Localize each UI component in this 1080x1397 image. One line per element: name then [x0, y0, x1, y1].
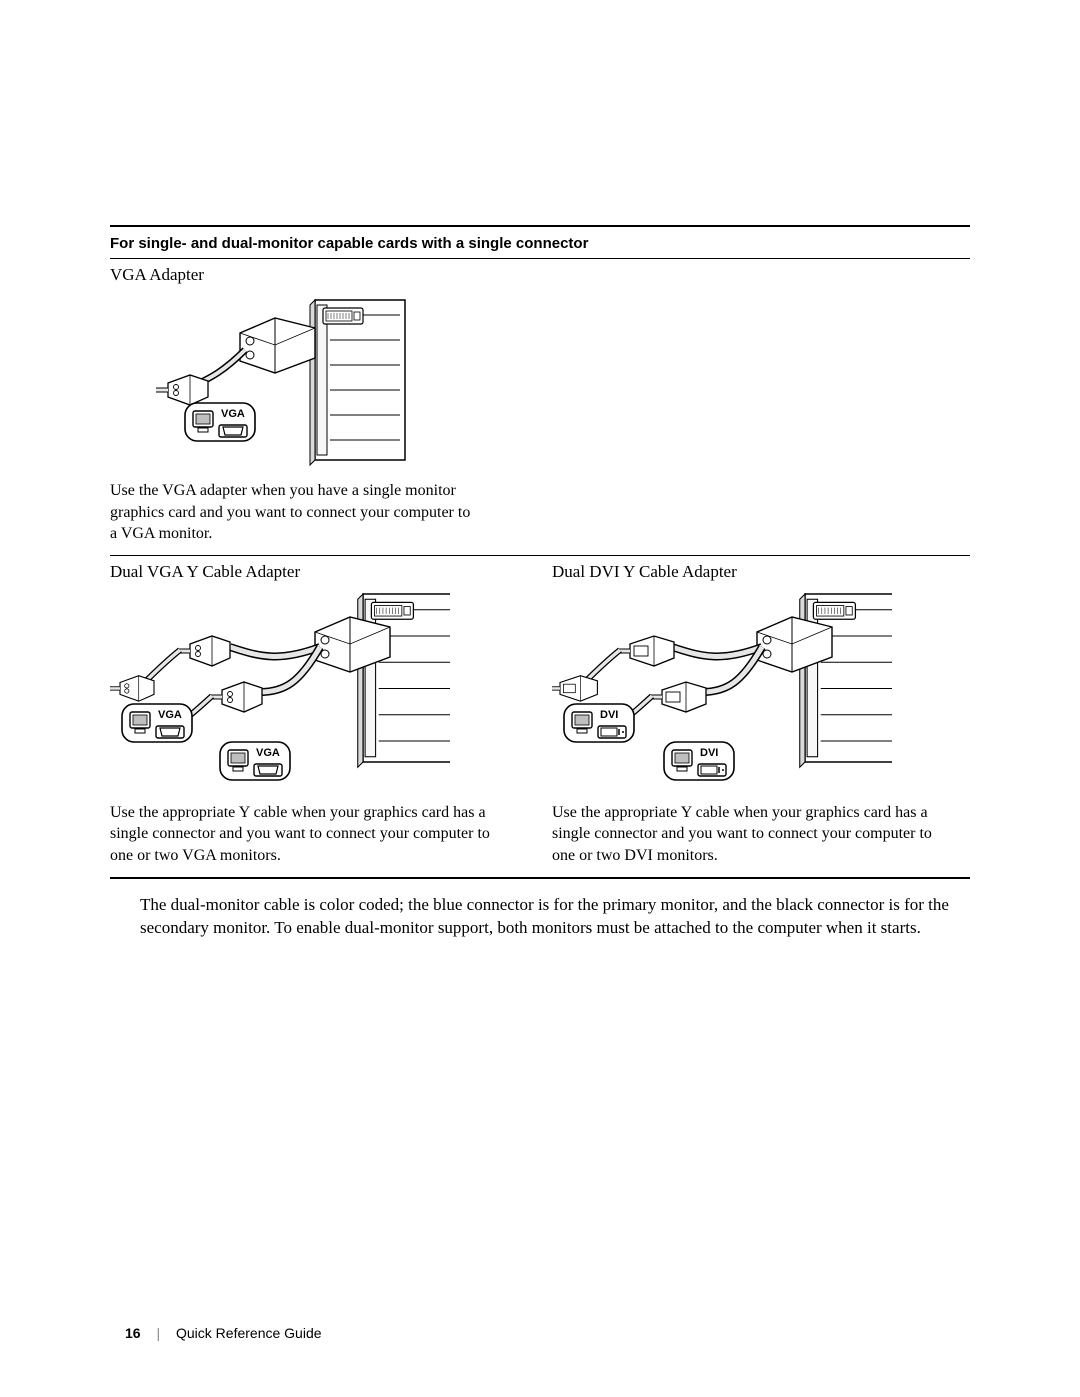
row-dual: Dual VGA Y Cable Adapter [110, 556, 970, 877]
vga-adapter-figure: VGA [110, 289, 970, 474]
dual-dvi-caption: Use the appropriate Y cable when your gr… [552, 796, 970, 877]
dual-vga-badge1-label: VGA [158, 709, 182, 721]
dual-dvi-badge2-label: DVI [700, 747, 718, 759]
dual-dvi-badge1-label: DVI [600, 709, 618, 721]
page-footer: 16 | Quick Reference Guide [125, 1325, 322, 1341]
dual-dvi-cell: Dual DVI Y Cable Adapter [540, 556, 970, 877]
dual-vga-figure: VGA VGA [110, 586, 528, 796]
vga-adapter-caption: Use the VGA adapter when you have a sing… [110, 474, 500, 555]
dual-vga-title: Dual VGA Y Cable Adapter [110, 556, 528, 586]
doc-title: Quick Reference Guide [176, 1325, 322, 1341]
dual-vga-badge2-label: VGA [256, 747, 280, 759]
dual-dvi-figure: DVI DVI [552, 586, 970, 796]
footer-separator: | [156, 1325, 160, 1341]
row-vga-adapter: VGA Adapter VGA Use the VGA adapter when… [110, 259, 970, 555]
dual-vga-cell: Dual VGA Y Cable Adapter [110, 556, 540, 877]
note-paragraph: The dual-monitor cable is color coded; t… [110, 879, 970, 941]
page-number: 16 [125, 1325, 141, 1341]
vga-adapter-title: VGA Adapter [110, 259, 970, 289]
page: For single- and dual-monitor capable car… [0, 0, 1080, 1397]
vga-badge-label: VGA [221, 408, 245, 420]
dual-vga-caption: Use the appropriate Y cable when your gr… [110, 796, 528, 877]
dual-dvi-title: Dual DVI Y Cable Adapter [552, 556, 970, 586]
section-heading: For single- and dual-monitor capable car… [110, 227, 970, 258]
